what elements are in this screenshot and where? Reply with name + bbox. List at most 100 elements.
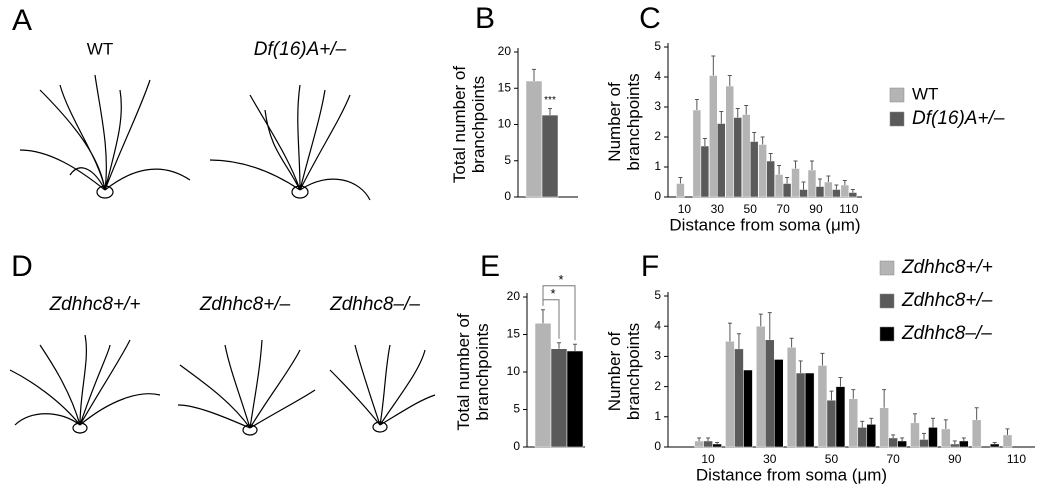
bar — [848, 398, 859, 448]
y-axis-label-line: Total number of — [450, 66, 469, 183]
y-tick-label: 15 — [507, 327, 521, 341]
legend-label: Df(16)A+/– — [912, 108, 1005, 129]
y-tick-label: 15 — [498, 80, 512, 94]
bar — [950, 443, 960, 448]
legend-label: Zdhhc8–/– — [901, 323, 992, 344]
bar — [550, 348, 568, 448]
x-tick-label: 90 — [948, 452, 962, 466]
legend-swatch — [879, 326, 895, 342]
bar — [712, 443, 722, 448]
x-tick-label: 50 — [744, 202, 758, 216]
panel-label: D — [11, 250, 33, 283]
legend-label: WT — [912, 84, 938, 103]
x-tick-label: 10 — [701, 452, 715, 466]
neuron — [177, 339, 316, 429]
soma — [372, 421, 388, 433]
bar — [959, 440, 969, 448]
y-tick-label: 0 — [654, 439, 661, 453]
neuron-drawings — [9, 74, 436, 436]
bar — [824, 181, 833, 198]
bar — [799, 189, 808, 198]
bar — [717, 123, 726, 198]
bar — [733, 117, 743, 198]
y-axis-label-line: branchpoints — [469, 76, 488, 173]
y-tick-label: 20 — [507, 289, 521, 303]
y-axis-label-line: Number of — [605, 332, 624, 412]
legend-swatch — [879, 293, 895, 309]
bar — [971, 419, 982, 448]
bar — [725, 85, 735, 198]
bar — [910, 422, 920, 448]
neuron — [9, 334, 161, 426]
y-tick-label: 10 — [507, 364, 521, 378]
y-axis-label: Number ofbranchpoints — [605, 73, 643, 170]
soma — [242, 424, 258, 436]
y-axis-label-line: Number of — [605, 82, 624, 162]
legend-label: Zdhhc8+/– — [901, 290, 993, 311]
y-tick-label: 2 — [654, 129, 661, 143]
bar — [782, 183, 792, 198]
bar — [795, 372, 806, 448]
y-tick-label: 4 — [654, 69, 661, 83]
soma — [96, 185, 114, 199]
bar — [774, 359, 784, 448]
panel-label: E — [480, 250, 500, 283]
panel-label: C — [639, 2, 661, 35]
legend-swatch — [879, 260, 895, 276]
bar — [897, 440, 907, 448]
bar — [703, 440, 713, 448]
legend-swatch — [889, 111, 905, 127]
y-tick-label: 0 — [654, 189, 661, 203]
panel-label: A — [12, 4, 32, 37]
bar — [743, 369, 753, 448]
y-tick-label: 10 — [498, 117, 512, 131]
bar — [741, 114, 751, 198]
bar — [676, 183, 685, 198]
bar — [807, 169, 817, 198]
annotation: * — [550, 286, 555, 301]
bar — [525, 80, 543, 198]
x-axis-label: Distance from soma (μm) — [696, 465, 887, 484]
bar — [749, 141, 759, 198]
bar — [826, 399, 837, 448]
bar — [541, 114, 559, 198]
y-tick-label: 5 — [504, 153, 511, 167]
legend-swatch — [889, 87, 905, 103]
soma — [291, 185, 309, 199]
bar — [774, 174, 784, 198]
bar — [848, 192, 858, 198]
bar — [989, 443, 1000, 448]
x-tick-label: 30 — [711, 202, 725, 216]
bar — [765, 339, 775, 448]
x-tick-label: 90 — [809, 202, 823, 216]
bar — [857, 427, 868, 448]
y-axis-label: Number ofbranchpoints — [605, 323, 643, 420]
bar — [756, 325, 766, 448]
bar — [758, 144, 767, 198]
y-tick-label: 5 — [513, 402, 520, 416]
bar — [804, 372, 815, 448]
bar — [919, 439, 929, 448]
y-tick-label: 1 — [654, 409, 661, 423]
y-tick-label: 5 — [654, 288, 661, 302]
x-tick-label: 50 — [825, 452, 839, 466]
y-tick-label: 0 — [513, 439, 520, 453]
bar — [700, 145, 710, 198]
y-axis-label-line: branchpoints — [624, 323, 643, 420]
bar — [832, 189, 841, 198]
y-axis-label: Total number ofbranchpoints — [454, 313, 492, 430]
bar — [941, 428, 951, 448]
x-tick-label: 10 — [678, 202, 692, 216]
bar — [815, 186, 825, 198]
panel-label: B — [475, 2, 495, 35]
y-axis-label-line: branchpoints — [473, 323, 492, 420]
drawing-label: WT — [87, 39, 113, 58]
y-tick-label: 3 — [654, 349, 661, 363]
y-tick-label: 4 — [654, 318, 661, 332]
y-tick-label: 20 — [498, 44, 512, 58]
y-tick-label: 5 — [654, 39, 661, 53]
bar — [734, 348, 744, 448]
x-axis-label: Distance from soma (μm) — [669, 215, 860, 234]
panel-label: F — [641, 250, 659, 283]
